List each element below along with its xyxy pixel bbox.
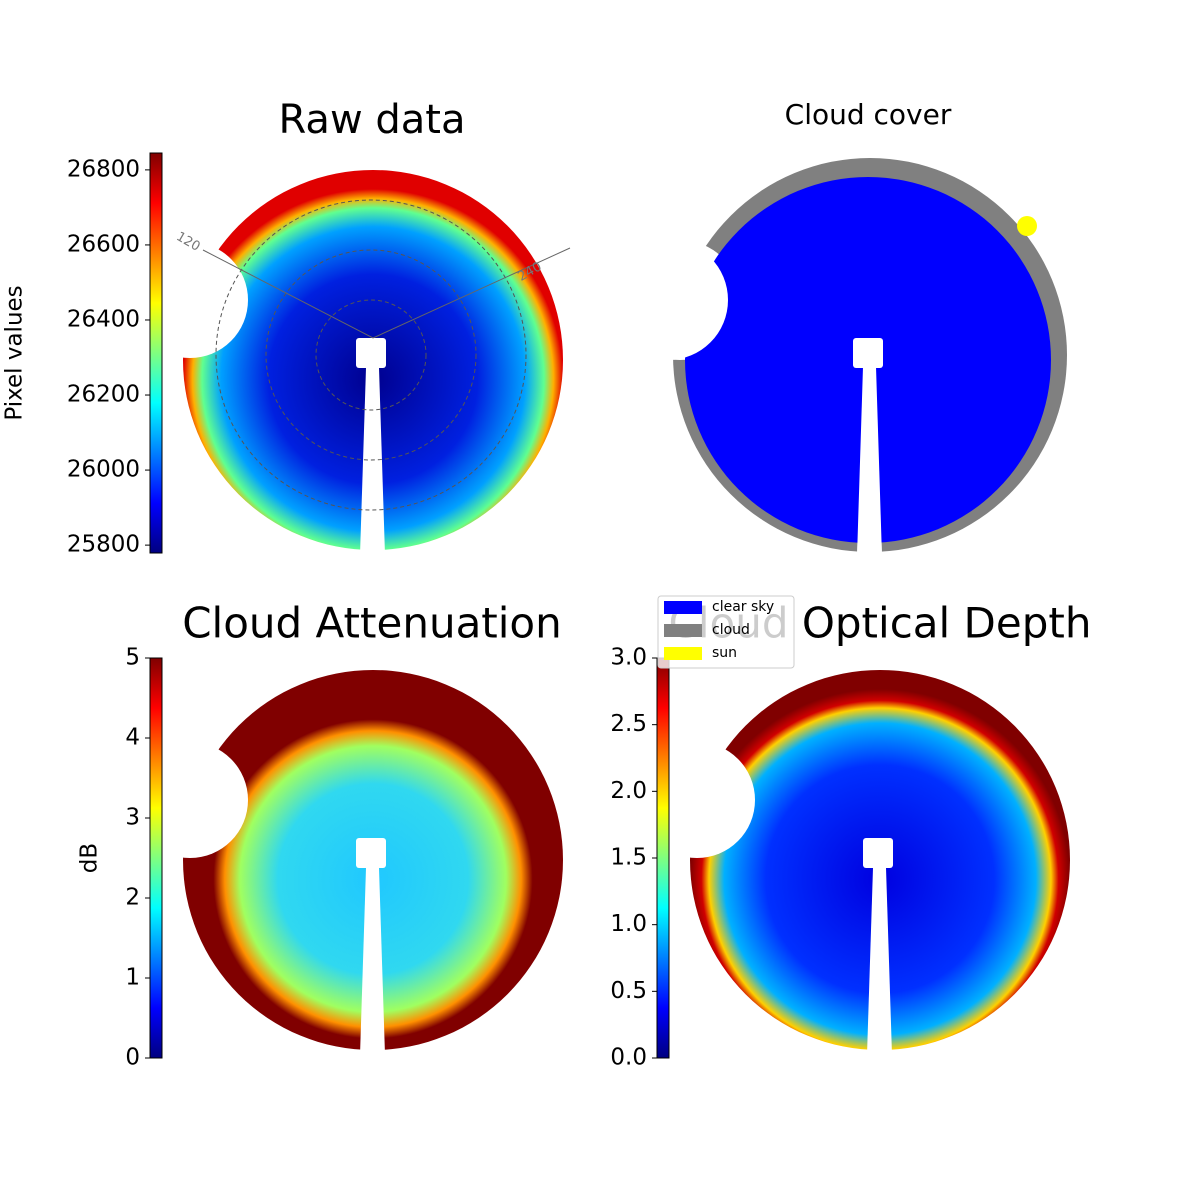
colorbar-tick-label: 26800	[67, 156, 140, 182]
panel-title: Cloud cover	[785, 98, 952, 131]
colorbar-tick-label: 2	[125, 885, 140, 911]
image-mask	[360, 868, 385, 1055]
legend-label: cloud	[712, 622, 750, 638]
image-mask	[867, 868, 892, 1055]
image-mask	[853, 338, 883, 368]
image-mask	[360, 368, 385, 555]
polar-grid	[215, 199, 527, 511]
colorbar-label: Pixel values	[2, 285, 28, 420]
colorbar-tick-label: 26400	[67, 306, 140, 332]
colorbar-tick-label: 2.5	[610, 711, 647, 737]
legend-label: clear sky	[712, 599, 774, 615]
image-mask	[857, 367, 882, 557]
colorbar-tick-label: 25800	[67, 532, 140, 558]
image-mask	[639, 742, 755, 858]
colorbar-tick-label: 26600	[67, 231, 140, 257]
colorbar-tick-label: 5	[125, 645, 140, 671]
legend-swatch	[664, 647, 702, 660]
colorbar-tick-label: 0.5	[610, 978, 647, 1004]
colorbar-tick-label: 2.0	[610, 778, 647, 804]
polar-grid	[265, 249, 477, 461]
panel-title: Cloud Attenuation	[182, 599, 562, 648]
colorbar-tick-label: 26200	[67, 382, 140, 408]
panel-title: Raw data	[279, 97, 466, 143]
image-mask	[132, 742, 248, 858]
colorbar-tick-label: 0.0	[610, 1045, 647, 1071]
colorbar-label: dB	[77, 843, 103, 873]
polar-grid	[315, 299, 427, 411]
legend-swatch	[664, 601, 702, 614]
legend-swatch	[664, 624, 702, 637]
image-mask	[356, 838, 386, 868]
legend-label: sun	[712, 645, 737, 661]
colorbar-tick-label: 3	[125, 805, 140, 831]
colorbar-tick-label: 0	[125, 1045, 140, 1071]
colorbar-tick-label: 3.0	[610, 645, 647, 671]
image-mask	[356, 338, 386, 368]
colorbar	[656, 657, 670, 1059]
colorbar-tick-label: 4	[125, 725, 140, 751]
polar-grid	[202, 247, 571, 339]
image-mask	[608, 240, 728, 360]
colorbar-tick-label: 1.0	[610, 911, 647, 937]
colorbar	[149, 657, 163, 1059]
colorbar	[149, 152, 163, 554]
sun-marker	[1017, 216, 1037, 236]
colorbar-tick-label: 1.5	[610, 845, 647, 871]
image-mask	[132, 242, 248, 358]
image-mask	[863, 838, 893, 868]
colorbar-tick-label: 26000	[67, 457, 140, 483]
colorbar-tick-label: 1	[125, 965, 140, 991]
